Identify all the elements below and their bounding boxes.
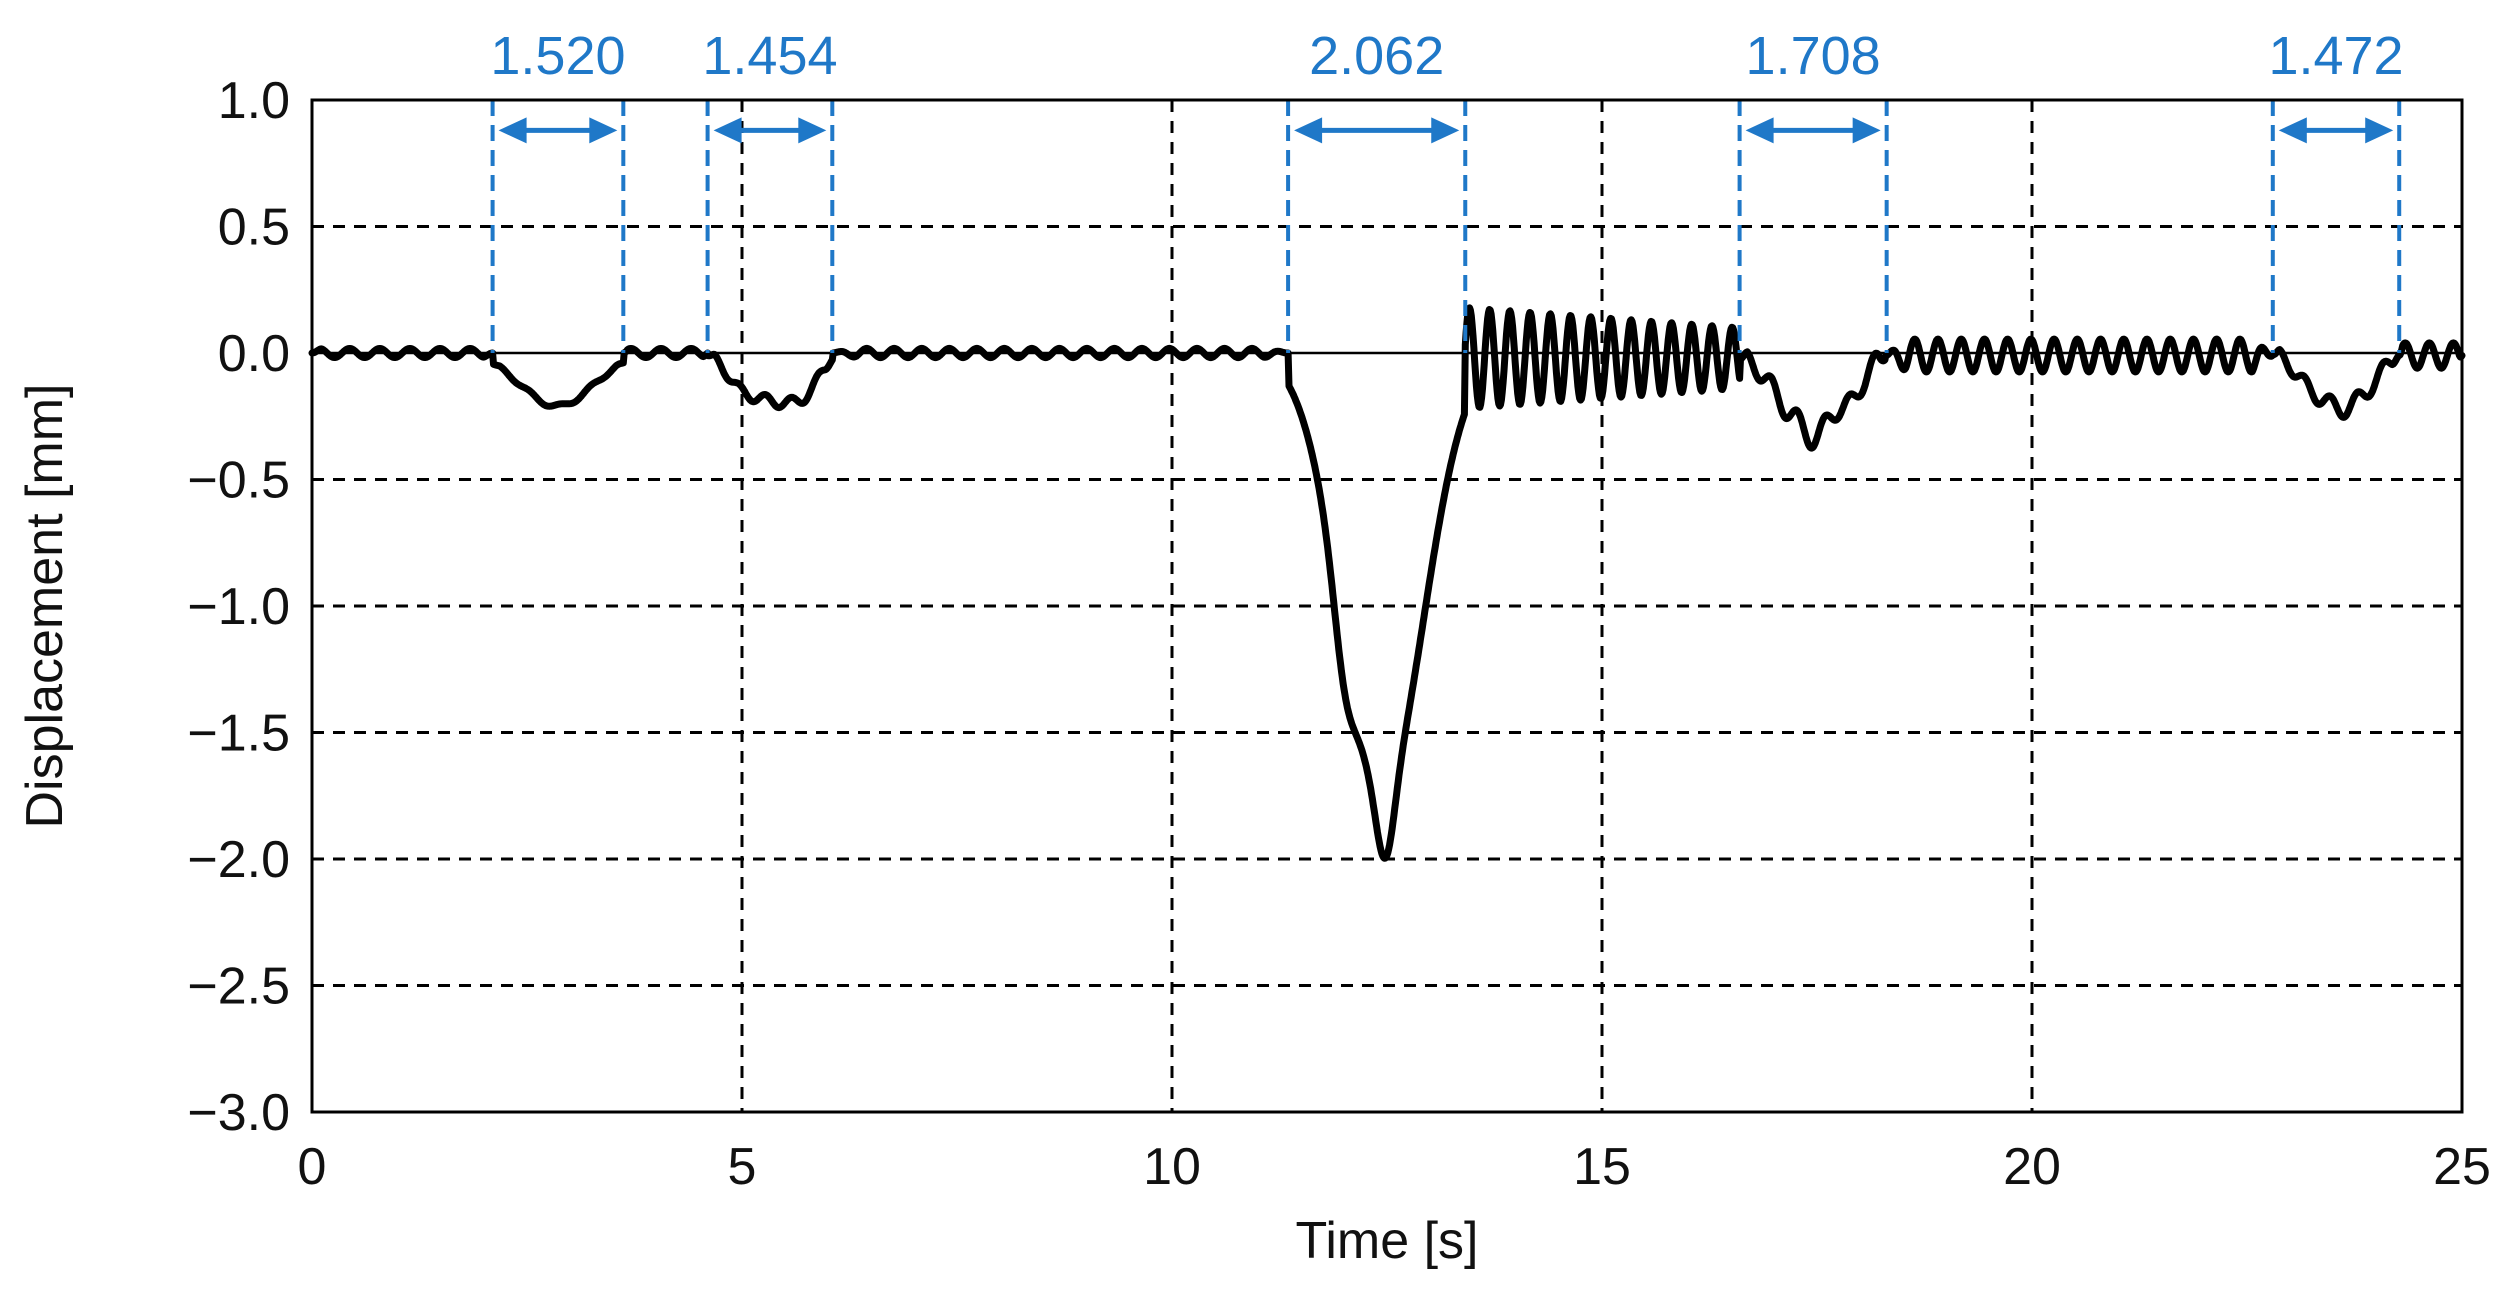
y-tick-label: −1.5 <box>187 705 290 763</box>
arrowhead-left <box>498 117 527 144</box>
y-tick-label: −2.5 <box>187 958 290 1016</box>
x-tick-label: 10 <box>1143 1138 1201 1196</box>
interval-annotations: 1.520 1.454 2.062 1.708 1.472 <box>490 26 2404 353</box>
axis-ticks: 0 5 10 15 20 25 1.0 0.5 0.0 −0.5 −1.0 −1.5 −2.0 −2.5 −… <box>187 72 2491 1196</box>
y-tick-label: 1.0 <box>218 72 290 130</box>
interval-annotation: 2.062 <box>1286 26 1468 353</box>
interval-annotation: 1.708 <box>1737 26 1889 353</box>
series-layer <box>308 304 2466 862</box>
arrowhead-right <box>589 117 618 144</box>
plot-area-frame <box>310 98 2464 1114</box>
interval-annotation: 1.472 <box>2268 26 2404 353</box>
y-axis-title: Displacement [mm] <box>16 384 74 829</box>
x-tick-label: 0 <box>298 1138 327 1196</box>
interval-label: 2.062 <box>1309 26 1444 86</box>
interval-label: 1.454 <box>702 26 837 86</box>
y-tick-label: −3.0 <box>187 1084 290 1142</box>
displacement-series-line <box>308 304 2466 862</box>
y-tick-label: −0.5 <box>187 452 290 510</box>
interval-label: 1.708 <box>1746 26 1881 86</box>
y-tick-label: −1.0 <box>187 578 290 636</box>
arrowhead-right <box>1431 117 1460 144</box>
y-tick-label: −2.0 <box>187 831 290 889</box>
interval-annotation: 1.520 <box>490 26 626 353</box>
y-tick-label: 0.0 <box>218 325 290 383</box>
arrowhead-left <box>713 117 742 144</box>
arrowhead-right <box>1852 117 1881 144</box>
x-tick-label: 15 <box>1573 1138 1631 1196</box>
arrowhead-right <box>798 117 827 144</box>
x-tick-label: 20 <box>2003 1138 2061 1196</box>
arrowhead-left <box>1745 117 1774 144</box>
x-tick-label: 25 <box>2433 1138 2491 1196</box>
y-tick-label: 0.5 <box>218 199 290 257</box>
arrowhead-left <box>1294 117 1323 144</box>
interval-label: 1.472 <box>2268 26 2403 86</box>
x-axis-title: Time [s] <box>1296 1212 1479 1270</box>
x-tick-label: 5 <box>728 1138 757 1196</box>
interval-label: 1.520 <box>490 26 625 86</box>
interval-annotation: 1.454 <box>702 26 838 353</box>
grid-lines <box>312 100 2462 1112</box>
arrowhead-right <box>2365 117 2394 144</box>
arrowhead-left <box>2278 117 2307 144</box>
